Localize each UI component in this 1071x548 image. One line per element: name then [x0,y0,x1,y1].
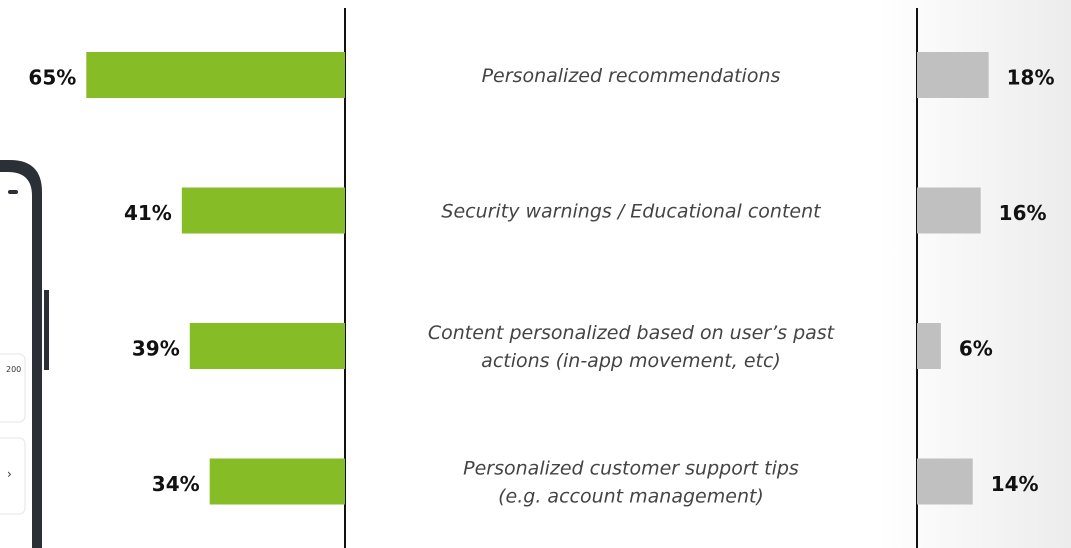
phone-text: 200 [6,365,21,374]
bar [917,187,981,234]
category-line: Personalized recommendations [482,65,781,87]
value-label: 34% [152,472,200,496]
category-line: Content personalized based on user’s pas… [428,322,836,344]
bar [917,323,941,369]
value-label: 41% [124,201,172,225]
bar [181,187,345,234]
category-label: Personalized recommendations [482,65,781,87]
category-label: Personalized customer support tips (e.g. … [463,458,799,508]
bar [917,458,973,505]
category-label: Security warnings / Educational content [441,201,822,223]
phone-text: › [7,467,12,481]
phone-illustration: 200 › [0,160,49,548]
bar [209,458,345,505]
value-label: 18% [1007,66,1055,90]
category-line: Security warnings / Educational content [441,201,822,223]
value-label: 65% [28,66,76,90]
bar [189,323,345,369]
bar [86,52,346,98]
value-label: 16% [999,201,1047,225]
category-line: (e.g. account management) [498,486,764,508]
bar [917,52,989,98]
category-label: Content personalized based on user’s pas… [428,322,836,372]
category-line: actions (in-app movement, etc) [481,350,781,372]
value-label: 6% [959,337,993,361]
value-label: 39% [132,337,180,361]
value-label: 14% [991,472,1039,496]
category-line: Personalized customer support tips [463,458,799,480]
